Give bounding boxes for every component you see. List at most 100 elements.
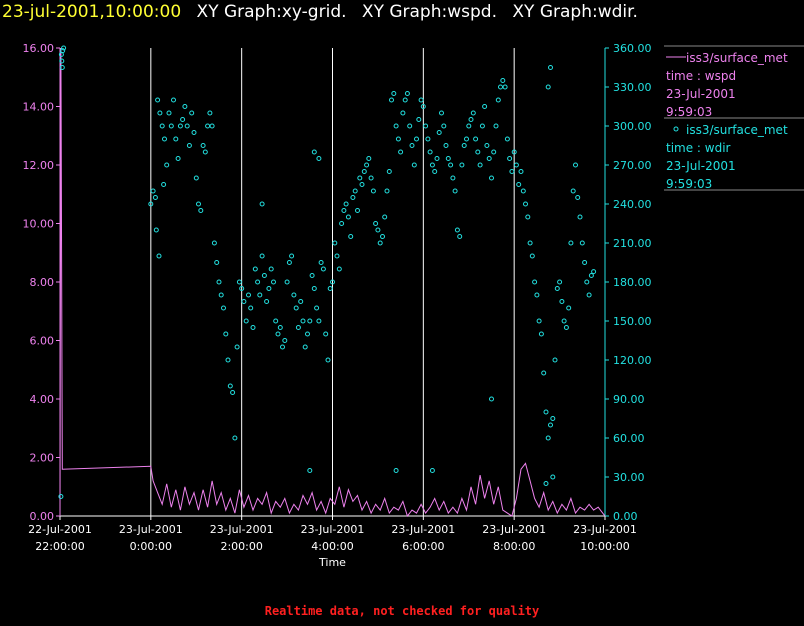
legend-text-line: 9:59:03 bbox=[666, 105, 712, 119]
wdir-point bbox=[150, 188, 156, 194]
wdir-point bbox=[282, 338, 288, 343]
wdir-point bbox=[264, 299, 270, 304]
wdir-point bbox=[225, 357, 231, 363]
wdir-point bbox=[470, 110, 476, 116]
title-part-wdir: XY Graph:wdir. bbox=[512, 2, 638, 22]
wdir-point bbox=[407, 123, 413, 129]
x-tick-label-date: 23-Jul-2001 bbox=[210, 523, 274, 536]
right-tick-label: 330.00 bbox=[613, 81, 652, 94]
right-tick-label: 360.00 bbox=[613, 42, 652, 55]
wdir-point bbox=[305, 331, 310, 337]
wdir-point bbox=[420, 104, 426, 109]
wdir-point bbox=[330, 279, 335, 285]
x-tick-label-time: 22:00:00 bbox=[35, 540, 84, 553]
x-tick-label-date: 23-Jul-2001 bbox=[301, 523, 365, 536]
wdir-point bbox=[588, 273, 594, 278]
x-tick-label-date: 23-Jul-2001 bbox=[482, 523, 546, 536]
legend-circle-marker bbox=[673, 126, 679, 132]
wdir-point bbox=[543, 409, 549, 415]
wdir-point bbox=[357, 175, 363, 181]
wdir-point bbox=[389, 97, 394, 103]
wdir-point bbox=[289, 253, 295, 259]
wdir-point bbox=[409, 143, 415, 148]
wdir-point bbox=[380, 234, 385, 239]
wdir-point bbox=[218, 292, 224, 298]
wdir-point bbox=[316, 156, 322, 161]
wdir-point bbox=[364, 162, 370, 168]
wdir-point bbox=[513, 162, 519, 168]
wdir-point bbox=[473, 136, 479, 142]
wdir-point bbox=[198, 208, 204, 213]
left-tick-label: 6.00 bbox=[30, 335, 55, 348]
wdir-point bbox=[482, 104, 488, 109]
title-timestamp: 23-jul-2001,10:00:00 bbox=[2, 2, 182, 22]
wdir-point bbox=[568, 240, 574, 246]
wdir-point bbox=[311, 286, 317, 291]
wdir-point bbox=[577, 214, 583, 220]
right-tick-label: 240.00 bbox=[613, 198, 652, 211]
wdir-point bbox=[509, 169, 515, 174]
wdir-point bbox=[386, 169, 392, 174]
wdir-point bbox=[207, 110, 213, 116]
right-tick-label: 0.00 bbox=[613, 510, 638, 523]
wdir-point bbox=[418, 97, 424, 103]
wdir-point bbox=[60, 48, 66, 54]
wdir-point bbox=[200, 143, 206, 148]
wdir-point bbox=[370, 188, 376, 194]
wdir-point bbox=[507, 156, 513, 161]
wdir-point bbox=[291, 292, 297, 298]
wdir-point bbox=[309, 273, 315, 278]
wdir-point bbox=[579, 240, 585, 246]
wdir-point bbox=[434, 156, 440, 161]
wdir-point bbox=[382, 214, 388, 220]
wdir-point bbox=[459, 162, 465, 168]
wdir-point bbox=[259, 201, 265, 207]
wdir-point bbox=[554, 286, 560, 291]
wdir-point bbox=[155, 97, 161, 103]
wdir-point bbox=[475, 149, 481, 155]
wdir-point bbox=[452, 188, 458, 194]
wdir-point bbox=[523, 201, 528, 207]
wdir-point bbox=[511, 149, 517, 155]
wdir-point bbox=[268, 266, 274, 272]
wdir-point bbox=[450, 175, 456, 181]
wdir-point bbox=[443, 143, 449, 148]
wdir-point bbox=[250, 325, 256, 330]
x-tick-label-time: 2:00:00 bbox=[220, 540, 262, 553]
left-tick-label: 16.00 bbox=[23, 42, 55, 55]
wdir-point bbox=[395, 136, 401, 142]
wdir-point bbox=[355, 208, 360, 213]
wdir-point bbox=[552, 357, 558, 363]
wdir-point bbox=[209, 123, 215, 129]
wdir-point bbox=[432, 169, 438, 174]
wdir-point bbox=[557, 279, 563, 285]
wdir-point bbox=[273, 318, 279, 324]
quality-note: Realtime data, not checked for quality bbox=[264, 604, 540, 618]
wdir-point bbox=[464, 136, 469, 142]
wdir-point bbox=[271, 279, 276, 285]
wdir-point bbox=[575, 195, 581, 200]
wdir-point bbox=[339, 221, 345, 226]
wdir-point bbox=[311, 149, 317, 155]
wdir-point bbox=[486, 156, 492, 161]
wdir-point bbox=[59, 65, 65, 70]
wdir-point bbox=[500, 78, 506, 83]
x-axis-label: Time bbox=[318, 556, 346, 569]
left-tick-label: 14.00 bbox=[23, 101, 55, 114]
wdir-point bbox=[541, 370, 547, 376]
wdir-point bbox=[454, 227, 460, 233]
wdir-point bbox=[153, 227, 159, 233]
wdir-point bbox=[391, 91, 397, 96]
right-tick-label: 60.00 bbox=[613, 432, 645, 445]
wdir-point bbox=[164, 162, 170, 168]
wdir-point bbox=[359, 182, 365, 187]
wdir-point bbox=[202, 149, 208, 155]
x-tick-label-date: 23-Jul-2001 bbox=[573, 523, 637, 536]
wdir-point bbox=[586, 292, 592, 298]
wdir-point bbox=[495, 97, 501, 103]
wdir-point bbox=[550, 474, 556, 480]
wdir-point bbox=[520, 188, 526, 194]
right-tick-label: 210.00 bbox=[613, 237, 652, 250]
wdir-point bbox=[341, 208, 347, 213]
right-tick-label: 180.00 bbox=[613, 276, 652, 289]
